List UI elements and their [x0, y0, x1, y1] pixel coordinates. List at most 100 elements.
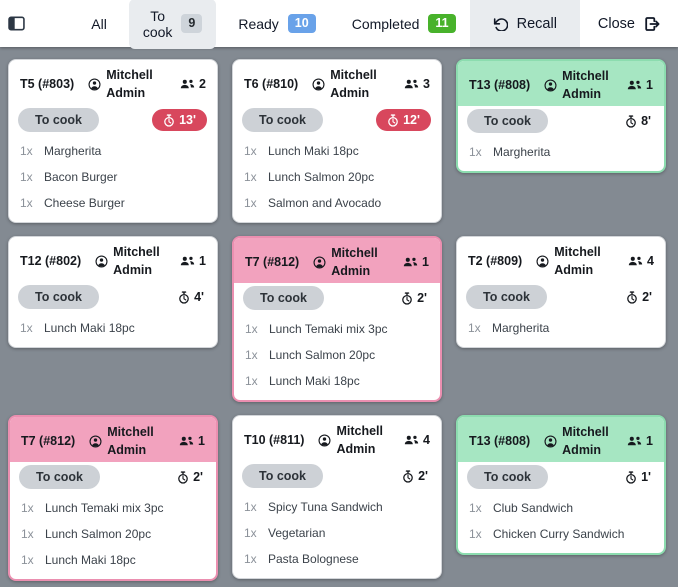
user-icon — [544, 78, 557, 92]
order-ticket[interactable]: T10 (#811) Mitchell Admin — [232, 415, 442, 579]
server-name: Mitchell Admin — [562, 425, 609, 457]
order-item[interactable]: 1x Spicy Tuna Sandwich — [244, 494, 430, 520]
item-qty: 1x — [244, 552, 257, 566]
timer-badge: 2' — [402, 469, 431, 483]
status-button[interactable]: To cook — [466, 285, 547, 309]
item-qty: 1x — [21, 553, 34, 567]
timer-badge: 13' — [152, 109, 207, 131]
order-ticket[interactable]: T7 (#812) Mitchell Admin — [8, 415, 218, 581]
recall-button[interactable]: Recall — [469, 0, 580, 47]
order-item[interactable]: 1x Lunch Salmon 20pc — [21, 521, 205, 547]
ticket-header: T7 (#812) Mitchell Admin — [10, 417, 216, 462]
order-ticket[interactable]: T5 (#803) Mitchell Admin — [8, 59, 218, 223]
order-item[interactable]: 1x Lunch Salmon 20pc — [245, 342, 429, 368]
server-info: Mitchell Admin — [536, 243, 623, 279]
item-qty: 1x — [469, 145, 482, 159]
ticket-header: T6 (#810) Mitchell Admin — [233, 60, 441, 105]
status-button[interactable]: To cook — [243, 286, 324, 310]
status-button[interactable]: To cook — [467, 109, 548, 133]
stopwatch-icon — [625, 114, 637, 128]
guest-count: 1 — [627, 76, 653, 94]
order-item[interactable]: 1x Margherita — [20, 138, 206, 164]
item-qty: 1x — [244, 144, 257, 158]
users-icon — [627, 79, 642, 91]
item-name: Lunch Temaki mix 3pc — [45, 501, 164, 515]
server-name: Mitchell Admin — [336, 424, 384, 456]
order-item[interactable]: 1x Chicken Curry Sandwich — [469, 521, 653, 547]
tab-all[interactable]: All — [77, 7, 121, 41]
guest-count: 1 — [179, 432, 205, 450]
item-qty: 1x — [245, 374, 258, 388]
server-name: Mitchell Admin — [331, 246, 378, 278]
order-item[interactable]: 1x Salmon and Avocado — [244, 190, 430, 216]
tab-ready-label: Ready — [238, 15, 279, 32]
item-name: Bacon Burger — [44, 170, 118, 184]
item-name: Pasta Bolognese — [268, 552, 359, 566]
order-ticket[interactable]: T7 (#812) Mitchell Admin — [232, 236, 442, 402]
ticket-status-row: To cook 2' — [10, 462, 216, 493]
table-label: T13 (#808) — [469, 434, 531, 448]
sidebar-toggle-button[interactable] — [0, 0, 33, 47]
ticket-items: 1x Lunch Temaki mix 3pc 1x Lunch Salmon … — [10, 493, 216, 579]
order-item[interactable]: 1x Lunch Temaki mix 3pc — [245, 316, 429, 342]
guest-count: 2 — [180, 75, 206, 93]
guest-count-value: 3 — [423, 77, 430, 91]
guest-count: 3 — [404, 75, 430, 93]
status-button[interactable]: To cook — [242, 464, 323, 488]
tab-completed[interactable]: Completed 11 — [338, 5, 470, 43]
order-ticket[interactable]: T2 (#809) Mitchell Admin — [456, 236, 666, 348]
server-name: Mitchell Admin — [330, 68, 377, 100]
order-item[interactable]: 1x Lunch Maki 18pc — [21, 547, 205, 573]
tab-to-cook[interactable]: To cook 9 — [128, 0, 217, 49]
order-item[interactable]: 1x Lunch Maki 18pc — [244, 138, 430, 164]
item-qty: 1x — [469, 527, 482, 541]
ticket-items: 1x Club Sandwich 1x Chicken Curry Sandwi… — [458, 493, 664, 553]
item-qty: 1x — [245, 322, 258, 336]
order-ticket[interactable]: T13 (#808) Mitchell Admin — [456, 59, 666, 173]
order-item[interactable]: 1x Lunch Temaki mix 3pc — [21, 495, 205, 521]
table-label: T7 (#812) — [245, 255, 300, 269]
stopwatch-icon — [387, 113, 399, 127]
tab-to-cook-count-badge: 9 — [181, 13, 203, 34]
ticket-header: T12 (#802) Mitchell Admin — [9, 237, 217, 282]
status-button[interactable]: To cook — [467, 465, 548, 489]
table-label: T10 (#811) — [244, 433, 305, 447]
order-ticket[interactable]: T6 (#810) Mitchell Admin — [232, 59, 442, 223]
order-item[interactable]: 1x Margherita — [469, 139, 653, 165]
ticket-items: 1x Lunch Temaki mix 3pc 1x Lunch Salmon … — [234, 314, 440, 400]
status-button[interactable]: To cook — [19, 465, 100, 489]
item-name: Chicken Curry Sandwich — [493, 527, 625, 541]
ticket-header: T10 (#811) Mitchell Admin — [233, 416, 441, 461]
guest-count: 1 — [403, 253, 429, 271]
users-icon — [403, 256, 418, 268]
order-item[interactable]: 1x Bacon Burger — [20, 164, 206, 190]
ticket-header: T5 (#803) Mitchell Admin — [9, 60, 217, 105]
status-button[interactable]: To cook — [242, 108, 323, 132]
order-ticket[interactable]: T13 (#808) Mitchell Admin — [456, 415, 666, 555]
item-name: Salmon and Avocado — [268, 196, 382, 210]
item-qty: 1x — [20, 170, 33, 184]
order-item[interactable]: 1x Pasta Bolognese — [244, 546, 430, 572]
user-icon — [544, 434, 557, 448]
status-button[interactable]: To cook — [18, 285, 99, 309]
order-item[interactable]: 1x Cheese Burger — [20, 190, 206, 216]
table-label: T7 (#812) — [21, 434, 76, 448]
guest-count: 1 — [627, 432, 653, 450]
order-item[interactable]: 1x Lunch Maki 18pc — [245, 368, 429, 394]
order-item[interactable]: 1x Lunch Salmon 20pc — [244, 164, 430, 190]
order-item[interactable]: 1x Vegetarian — [244, 520, 430, 546]
tab-ready[interactable]: Ready 10 — [224, 5, 329, 43]
item-qty: 1x — [20, 196, 33, 210]
ticket-items: 1x Margherita — [457, 313, 665, 347]
order-item[interactable]: 1x Club Sandwich — [469, 495, 653, 521]
status-button[interactable]: To cook — [18, 108, 99, 132]
item-qty: 1x — [20, 321, 33, 335]
ticket-status-row: To cook 4' — [9, 282, 217, 313]
server-info: Mitchell Admin — [318, 422, 399, 458]
server-name: Mitchell Admin — [106, 68, 153, 100]
order-item[interactable]: 1x Lunch Maki 18pc — [20, 315, 206, 341]
server-info: Mitchell Admin — [95, 243, 175, 279]
order-ticket[interactable]: T12 (#802) Mitchell Admin — [8, 236, 218, 348]
close-button[interactable]: Close — [580, 0, 678, 47]
order-item[interactable]: 1x Margherita — [468, 315, 654, 341]
